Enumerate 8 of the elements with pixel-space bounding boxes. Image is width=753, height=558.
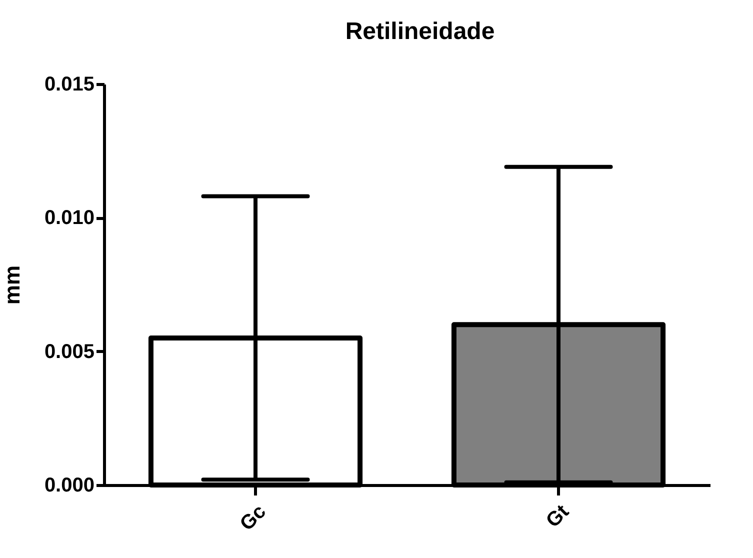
y-tick-label: 0.015 (44, 74, 94, 96)
y-tick-label: 0.005 (44, 340, 94, 363)
chart-title: Retilineidade (345, 18, 495, 45)
y-tick-label: 0.000 (44, 474, 94, 496)
x-tick-label: Gt (542, 500, 574, 532)
y-tick-label: 0.010 (44, 207, 94, 230)
x-tick-label: Gc (236, 500, 270, 536)
y-axis-title: mm (0, 265, 24, 305)
